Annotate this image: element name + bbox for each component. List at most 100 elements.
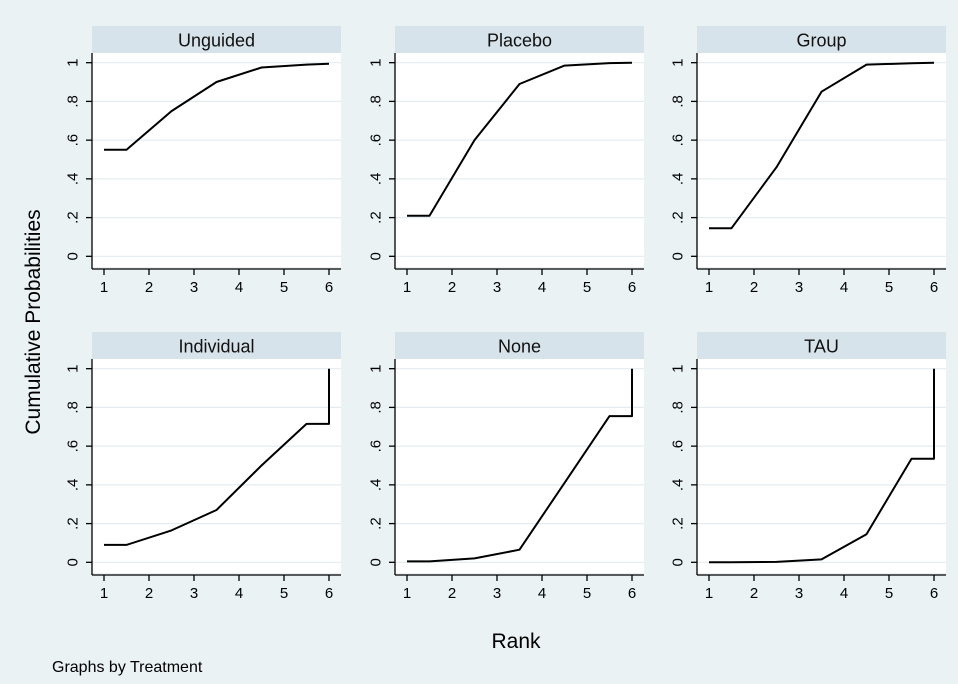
y-axis-title: Cumulative Probabilities (22, 209, 45, 434)
x-tick-label: 1 (705, 585, 713, 602)
x-tick-label: 6 (325, 279, 333, 296)
y-tick-label: .4 (65, 173, 82, 186)
panel-title: Placebo (487, 31, 552, 51)
panel-title: Unguided (178, 31, 255, 51)
panel-individual: Individual 0 .2 .4 .6 .8 1 1 2 3 4 5 6 (65, 332, 341, 602)
y-tick-label: 1 (368, 365, 385, 373)
x-tick-label: 4 (840, 585, 848, 602)
plot-area (395, 359, 644, 573)
y-tick-label: .2 (368, 517, 385, 530)
x-tick-label: 3 (190, 585, 198, 602)
y-tick-label: 1 (65, 365, 82, 373)
series-line-placebo (407, 61, 633, 217)
y-tick-label: .6 (670, 440, 687, 453)
x-tick-label: 6 (628, 585, 636, 602)
y-tick-label: .8 (368, 95, 385, 108)
plot-area (697, 359, 946, 573)
x-tick-label: 6 (325, 585, 333, 602)
y-tick-label: .4 (65, 479, 82, 492)
panel-tau: TAU 0 .2 .4 .6 .8 1 1 2 3 4 5 6 (670, 332, 946, 602)
panel-title: Group (796, 31, 846, 51)
x-tick-label: 1 (403, 279, 411, 296)
series-line-tau (709, 368, 935, 564)
y-tick-label: .4 (670, 173, 687, 186)
panel-title: None (498, 337, 541, 357)
x-tick-label: 4 (538, 585, 546, 602)
plot-area (697, 53, 946, 267)
x-tick-label: 3 (795, 585, 803, 602)
x-axis-title: Rank (491, 630, 541, 653)
panel-strip (697, 26, 946, 53)
y-tick-label: .6 (368, 134, 385, 147)
x-tick-label: 1 (100, 279, 108, 296)
y-tick-label: 0 (368, 558, 385, 566)
y-tick-label: .8 (65, 401, 82, 414)
x-tick-label: 5 (885, 279, 893, 296)
x-tick-label: 5 (583, 585, 591, 602)
x-tick-label: 3 (493, 279, 501, 296)
series-line-none (407, 368, 633, 563)
panel-title: TAU (804, 337, 839, 357)
panel-strip (395, 26, 644, 53)
y-tick-label: .8 (368, 401, 385, 414)
y-tick-label: .6 (65, 440, 82, 453)
panel-title: Individual (178, 337, 254, 357)
y-tick-label: 1 (368, 59, 385, 67)
x-tick-label: 5 (885, 585, 893, 602)
y-tick-label: .6 (368, 440, 385, 453)
y-tick-label: 0 (670, 252, 687, 260)
x-tick-label: 4 (235, 585, 243, 602)
y-tick-label: .8 (670, 401, 687, 414)
x-tick-label: 3 (795, 279, 803, 296)
plot-area (92, 359, 341, 573)
x-tick-label: 1 (403, 585, 411, 602)
y-tick-label: 0 (65, 252, 82, 260)
y-tick-label: .6 (65, 134, 82, 147)
x-tick-label: 2 (145, 585, 153, 602)
y-tick-label: .2 (65, 211, 82, 224)
x-tick-label: 6 (930, 279, 938, 296)
x-tick-label: 5 (583, 279, 591, 296)
panel-placebo: Placebo 0 .2 .4 .6 .8 1 1 2 3 4 5 6 (368, 26, 644, 296)
y-tick-label: 1 (65, 59, 82, 67)
x-tick-label: 6 (930, 585, 938, 602)
y-tick-label: 0 (670, 558, 687, 566)
x-tick-label: 3 (493, 585, 501, 602)
y-tick-label: .2 (65, 517, 82, 530)
graphs-by-note: Graphs by Treatment (52, 659, 203, 676)
y-tick-label: 0 (65, 558, 82, 566)
y-tick-label: .2 (368, 211, 385, 224)
y-tick-label: 1 (670, 365, 687, 373)
panel-strip (92, 26, 341, 53)
x-tick-label: 4 (538, 279, 546, 296)
panel-strip (92, 332, 341, 359)
panel-group: Group 0 .2 .4 .6 .8 1 1 2 3 4 5 6 (670, 26, 946, 296)
panel-strip (395, 332, 644, 359)
x-tick-label: 1 (705, 279, 713, 296)
x-tick-label: 3 (190, 279, 198, 296)
x-tick-label: 6 (628, 279, 636, 296)
x-tick-label: 2 (750, 585, 758, 602)
x-tick-label: 4 (840, 279, 848, 296)
plot-area (395, 53, 644, 267)
x-tick-label: 2 (145, 279, 153, 296)
y-tick-label: .8 (65, 95, 82, 108)
series-line-group (709, 61, 935, 230)
y-tick-label: .2 (670, 517, 687, 530)
panel-none: None 0 .2 .4 .6 .8 1 1 2 3 4 5 6 (368, 332, 644, 602)
y-tick-label: .4 (368, 479, 385, 492)
y-tick-label: .8 (670, 95, 687, 108)
y-tick-label: 1 (670, 59, 687, 67)
x-tick-label: 2 (448, 585, 456, 602)
x-tick-label: 1 (100, 585, 108, 602)
panel-strip (697, 332, 946, 359)
plot-area (92, 53, 341, 267)
y-tick-label: .4 (670, 479, 687, 492)
y-tick-label: .2 (670, 211, 687, 224)
y-tick-label: 0 (368, 252, 385, 260)
series-line-unguided (104, 62, 330, 151)
y-tick-label: .6 (670, 134, 687, 147)
series-line-individual (104, 368, 330, 546)
x-tick-label: 2 (750, 279, 758, 296)
